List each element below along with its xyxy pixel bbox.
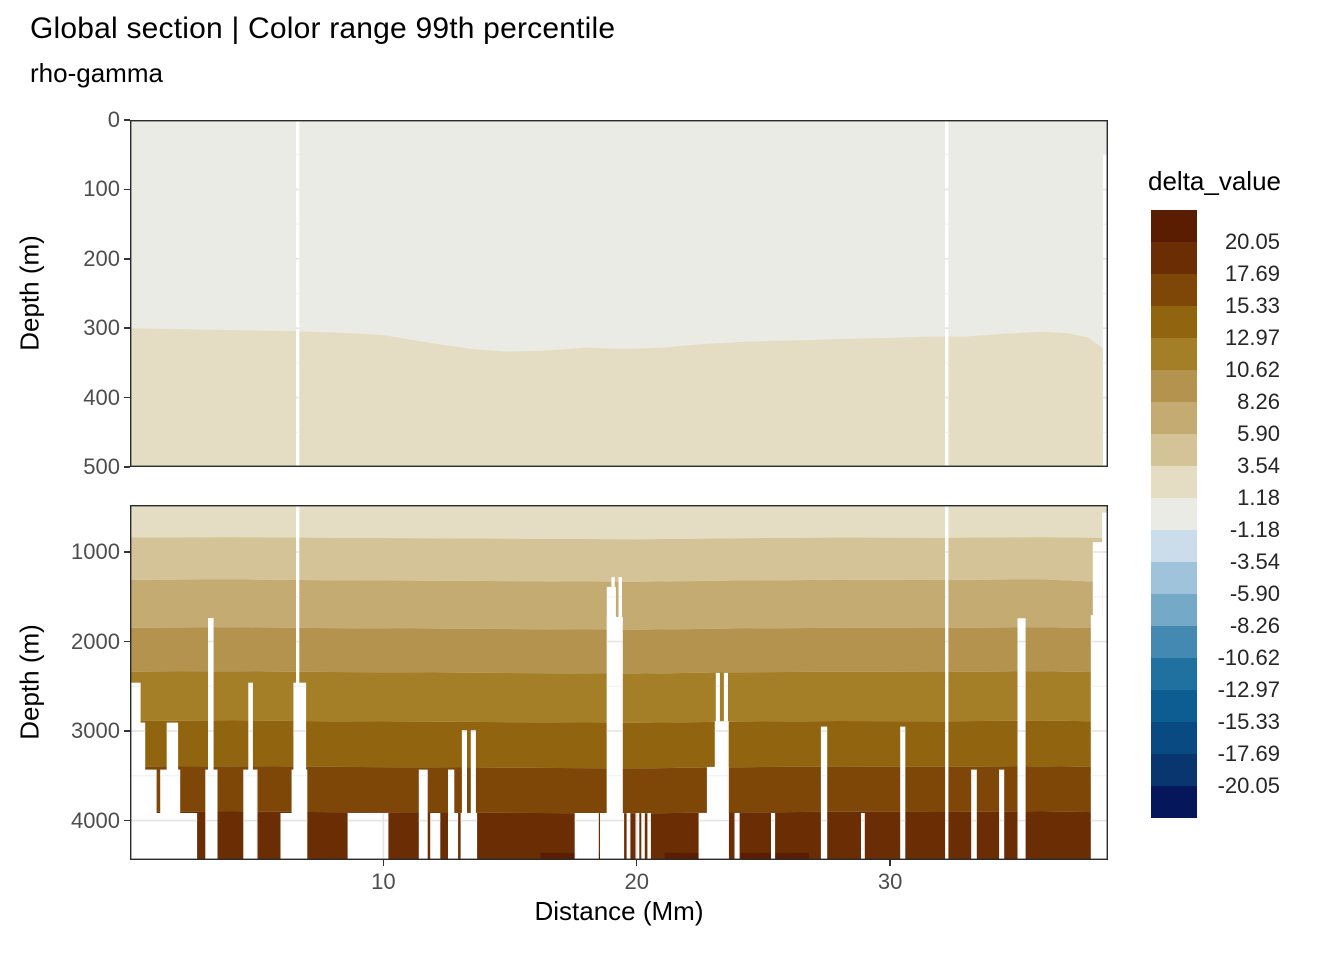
legend-tick-label: 10.62	[1224, 357, 1280, 382]
legend-title: delta_value	[1148, 166, 1281, 196]
x-tick-mark	[889, 860, 891, 866]
y-tick-label: 1000	[71, 539, 120, 564]
legend-tick-label: -5.90	[1229, 581, 1280, 606]
legend-tick-label: 8.26	[1237, 389, 1280, 414]
legend-color-bin	[1151, 786, 1197, 818]
y-tick-mark	[124, 188, 130, 191]
legend-color-bin	[1151, 434, 1197, 466]
legend-color-bin	[1151, 626, 1197, 658]
legend-tick-label: -1.18	[1229, 517, 1280, 542]
legend-color-bin	[1151, 242, 1197, 274]
x-tick-label: 30	[877, 869, 903, 894]
y-tick-label: 3000	[71, 718, 120, 744]
legend-tick-label: -8.26	[1229, 613, 1280, 638]
legend-color-bin	[1151, 210, 1197, 242]
x-axis-title: Distance (Mm)	[534, 896, 704, 926]
x-tick-mark	[382, 860, 385, 866]
legend-color-bin	[1151, 594, 1197, 626]
legend-tick-label: 17.69	[1224, 261, 1280, 286]
legend-tick-label: -20.05	[1217, 773, 1280, 798]
y-tick-label: 400	[83, 384, 120, 410]
y-tick-mark	[124, 819, 130, 822]
legend-color-bin	[1151, 402, 1197, 434]
y-tick-mark	[124, 551, 130, 553]
y-tick-mark	[124, 327, 130, 329]
legend-color-bin	[1151, 370, 1197, 402]
legend-tick-label: 20.05	[1224, 229, 1280, 254]
y-tick-label: 2000	[71, 628, 120, 654]
legend-color-bin	[1151, 562, 1197, 594]
plot-title: Global section | Color range 99th percen…	[30, 12, 616, 45]
y-tick-label: 4000	[71, 807, 120, 833]
legend-tick-label: -12.97	[1217, 677, 1280, 702]
x-tick-mark	[635, 860, 638, 866]
legend-tick-label: 15.33	[1224, 293, 1280, 318]
upper-panel-section	[130, 120, 1108, 467]
y-tick-mark	[124, 119, 130, 121]
legend-color-bin	[1151, 754, 1197, 786]
x-tick-label: 10	[371, 869, 396, 894]
y-tick-mark	[124, 640, 130, 643]
x-tick-label: 20	[624, 869, 649, 894]
legend-color-bin	[1151, 658, 1197, 690]
y-tick-mark	[124, 730, 130, 732]
legend-tick-label: -10.62	[1217, 645, 1280, 670]
legend-tick-label: 5.90	[1237, 421, 1280, 446]
y-tick-label: 200	[83, 245, 120, 271]
legend-tick-label: -3.54	[1229, 549, 1280, 574]
y-tick-mark	[124, 466, 130, 468]
legend-tick-label: 1.18	[1237, 485, 1280, 510]
legend-tick-label: -17.69	[1217, 741, 1280, 766]
legend-color-bin	[1151, 498, 1197, 530]
y-tick-label: 300	[83, 315, 120, 341]
legend-color-bin	[1151, 722, 1197, 754]
legend-color-bin	[1151, 274, 1197, 306]
legend-tick-label: 12.97	[1224, 325, 1280, 350]
legend-colorbar	[1151, 210, 1197, 818]
legend-color-bin	[1151, 306, 1197, 338]
y-tick-label: 500	[83, 454, 120, 479]
y-tick-mark	[124, 258, 130, 260]
y-tick-mark	[124, 396, 130, 399]
legend-color-bin	[1151, 466, 1197, 498]
y-tick-label: 100	[83, 176, 120, 202]
legend-color-bin	[1151, 690, 1197, 722]
plot-subtitle: rho-gamma	[30, 58, 163, 88]
legend-color-bin	[1151, 338, 1197, 370]
legend-tick-label: 3.54	[1237, 453, 1280, 478]
legend-tick-label: -15.33	[1217, 709, 1280, 734]
y-tick-label: 0	[107, 107, 120, 132]
legend-color-bin	[1151, 530, 1197, 562]
lower-panel-section	[130, 505, 1108, 860]
